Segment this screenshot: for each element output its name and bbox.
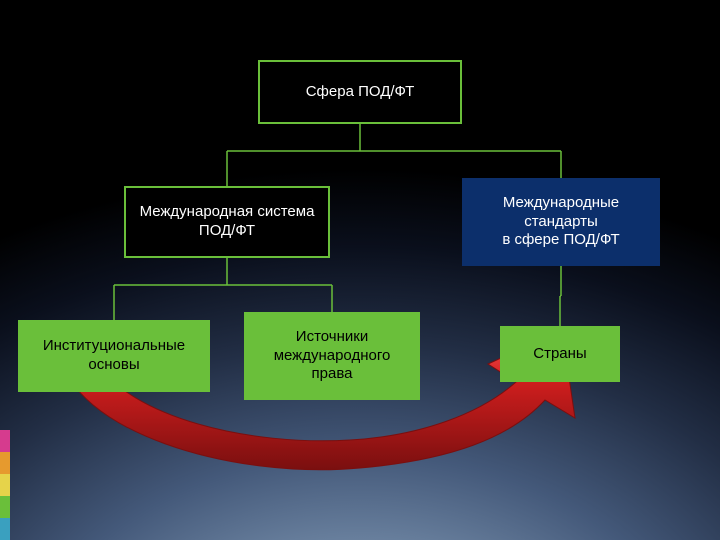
node-label: Институциональные основы bbox=[27, 337, 201, 375]
node-right: Международные стандарты в сфере ПОД/ФТ bbox=[462, 178, 660, 266]
node-label: Международные стандарты в сфере ПОД/ФТ bbox=[471, 194, 651, 250]
diagram-stage: Сфера ПОД/ФТ Международная система ПОД/ФТ… bbox=[0, 0, 720, 540]
node-label: Международная система ПОД/ФТ bbox=[134, 203, 320, 241]
node-rr: Страны bbox=[500, 326, 620, 382]
sidebar-segment bbox=[0, 496, 10, 518]
sidebar-segment bbox=[0, 452, 10, 474]
node-label: Страны bbox=[533, 345, 586, 364]
node-left: Международная система ПОД/ФТ bbox=[124, 186, 330, 258]
node-ll: Институциональные основы bbox=[18, 320, 210, 392]
node-root: Сфера ПОД/ФТ bbox=[258, 60, 462, 124]
sidebar-segment bbox=[0, 518, 10, 540]
node-lr: Источники международного права bbox=[244, 312, 420, 400]
color-sidebar bbox=[0, 430, 10, 540]
sidebar-segment bbox=[0, 474, 10, 496]
sidebar-segment bbox=[0, 430, 10, 452]
node-label: Сфера ПОД/ФТ bbox=[306, 83, 415, 102]
node-label: Источники международного права bbox=[253, 328, 411, 384]
